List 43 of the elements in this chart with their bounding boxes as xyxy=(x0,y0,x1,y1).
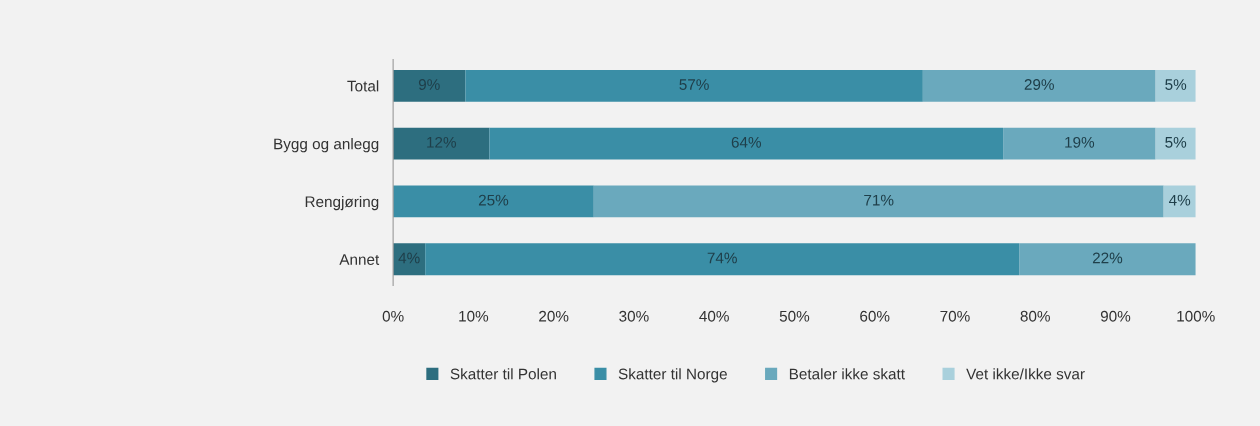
y-tick-label: Annet xyxy=(339,254,380,265)
x-tick-label: 50% xyxy=(779,310,810,322)
bar xyxy=(393,243,426,276)
legend-label: Skatter til Norge xyxy=(618,368,727,383)
bar xyxy=(1019,243,1196,276)
data-label: 4% xyxy=(1169,194,1191,206)
x-tick-label: 100% xyxy=(1177,310,1215,322)
x-tick-label: 30% xyxy=(619,310,649,322)
bar xyxy=(1155,69,1196,102)
legend-label: Betaler ikke skatt xyxy=(789,368,905,380)
data-label: 25% xyxy=(478,194,509,206)
data-label: 64% xyxy=(731,136,762,148)
bar xyxy=(489,127,1004,160)
x-tick-label: 60% xyxy=(860,310,890,322)
data-label: 19% xyxy=(1065,136,1095,148)
bar xyxy=(593,185,1164,218)
legend-label: Vet ikke/Ikke svar xyxy=(966,368,1085,380)
y-tick-label: Bygg og anlegg xyxy=(274,138,379,153)
data-label: 5% xyxy=(1165,79,1187,90)
bar xyxy=(393,127,490,160)
data-label: 22% xyxy=(1092,252,1123,264)
x-tick-label: 70% xyxy=(940,310,970,322)
data-label: 5% xyxy=(1165,136,1187,148)
data-label: 29% xyxy=(1024,79,1054,90)
bar xyxy=(1155,127,1196,160)
bar xyxy=(1003,127,1156,160)
x-tick-label: 10% xyxy=(459,310,489,322)
bar xyxy=(425,243,1020,276)
legend-label: Skatter til Polen xyxy=(450,368,556,380)
data-label: 57% xyxy=(679,79,709,90)
bar xyxy=(922,69,1156,102)
bar xyxy=(465,69,923,102)
x-tick-label: 80% xyxy=(1020,310,1050,322)
y-tick-label: Rengjøring xyxy=(305,195,379,211)
data-label: 74% xyxy=(707,252,737,264)
x-tick-label: 0% xyxy=(382,310,404,322)
x-tick-label: 40% xyxy=(699,310,729,322)
bar xyxy=(393,185,594,218)
y-tick-label: Total xyxy=(347,80,379,92)
bar xyxy=(393,69,466,102)
data-label: 71% xyxy=(864,194,894,206)
x-tick-label: 20% xyxy=(539,310,569,322)
x-tick-label: 90% xyxy=(1100,310,1131,322)
